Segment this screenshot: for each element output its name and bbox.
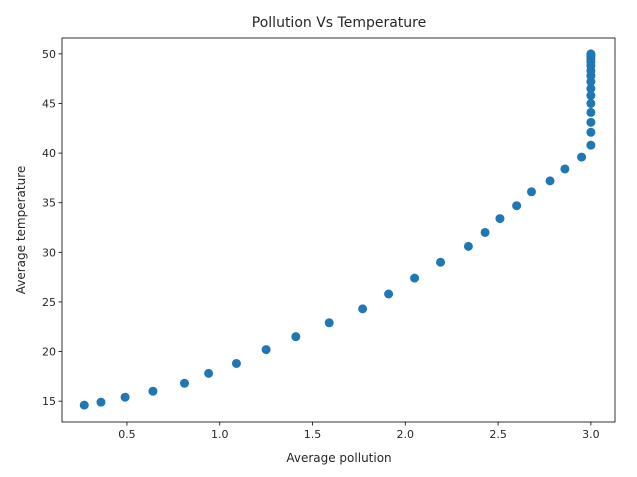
x-tick-label: 2.0 bbox=[397, 428, 415, 441]
data-point-5 bbox=[204, 368, 214, 378]
data-point-23 bbox=[586, 127, 596, 137]
data-point-37 bbox=[586, 49, 596, 59]
data-point-17 bbox=[512, 201, 522, 211]
y-tick-label: 35 bbox=[42, 197, 56, 210]
data-point-22 bbox=[586, 140, 596, 150]
points-layer bbox=[79, 49, 596, 410]
data-point-4 bbox=[179, 378, 189, 388]
y-tick-label: 15 bbox=[42, 395, 56, 408]
x-axis-label: Average pollution bbox=[286, 451, 391, 465]
data-point-18 bbox=[526, 187, 536, 197]
data-point-10 bbox=[358, 304, 368, 314]
chart-title: Pollution Vs Temperature bbox=[252, 15, 426, 31]
data-point-14 bbox=[463, 241, 473, 251]
data-point-20 bbox=[560, 164, 570, 174]
data-point-2 bbox=[120, 392, 130, 402]
x-tick-label: 1.5 bbox=[304, 428, 322, 441]
x-tick-label: 3.0 bbox=[582, 428, 600, 441]
data-point-3 bbox=[148, 386, 158, 396]
x-tick-label: 2.5 bbox=[489, 428, 507, 441]
plot-frame bbox=[61, 37, 616, 423]
data-point-28 bbox=[586, 84, 596, 94]
data-point-6 bbox=[231, 358, 241, 368]
data-point-21 bbox=[577, 152, 587, 162]
data-point-8 bbox=[291, 332, 301, 342]
data-point-9 bbox=[324, 318, 334, 328]
y-tick-label: 20 bbox=[42, 346, 56, 359]
data-point-0 bbox=[79, 400, 89, 410]
data-point-27 bbox=[586, 91, 596, 101]
y-tick-label: 45 bbox=[42, 97, 56, 110]
y-tick-label: 25 bbox=[42, 296, 56, 309]
y-tick-label: 30 bbox=[42, 246, 56, 259]
data-point-26 bbox=[586, 98, 596, 108]
y-tick-label: 40 bbox=[42, 147, 56, 160]
data-point-11 bbox=[384, 289, 394, 299]
data-point-1 bbox=[96, 397, 106, 407]
x-axis-ticks: 0.5 1.0 1.5 2.0 2.5 3.0 bbox=[118, 422, 600, 441]
y-tick-label: 50 bbox=[42, 48, 56, 61]
data-point-12 bbox=[410, 273, 420, 283]
y-axis-ticks: 15 20 25 30 35 40 45 50 bbox=[42, 48, 62, 408]
data-point-15 bbox=[480, 227, 490, 237]
data-point-13 bbox=[436, 257, 446, 267]
data-point-16 bbox=[495, 214, 505, 224]
x-tick-label: 1.0 bbox=[211, 428, 229, 441]
x-tick-label: 0.5 bbox=[118, 428, 136, 441]
data-point-19 bbox=[545, 176, 555, 186]
data-point-25 bbox=[586, 107, 596, 117]
data-point-24 bbox=[586, 117, 596, 127]
y-axis-label: Average temperature bbox=[14, 166, 28, 295]
data-point-7 bbox=[261, 345, 271, 355]
